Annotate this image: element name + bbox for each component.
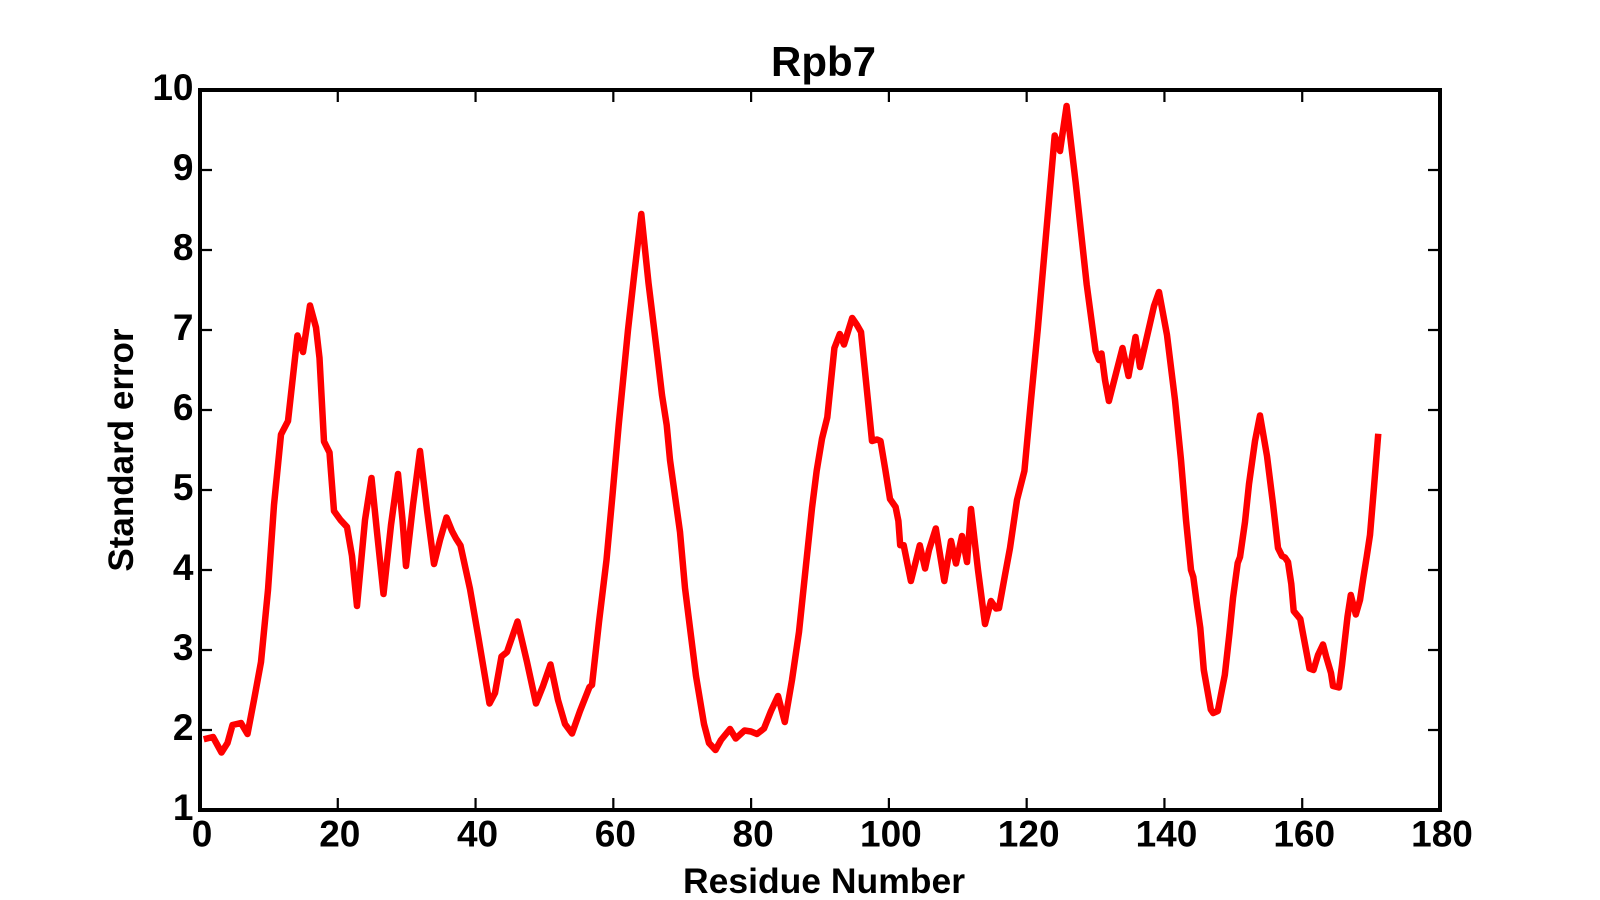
svg-text:9: 9 xyxy=(173,147,194,188)
svg-text:3: 3 xyxy=(173,627,194,668)
svg-text:2: 2 xyxy=(173,707,194,748)
svg-text:20: 20 xyxy=(319,814,360,855)
svg-text:60: 60 xyxy=(595,814,636,855)
svg-text:5: 5 xyxy=(173,467,194,508)
svg-text:160: 160 xyxy=(1273,814,1335,855)
svg-text:100: 100 xyxy=(860,814,922,855)
svg-text:80: 80 xyxy=(733,814,774,855)
svg-text:7: 7 xyxy=(173,307,194,348)
svg-text:Standard error: Standard error xyxy=(102,328,141,571)
svg-text:Rpb7: Rpb7 xyxy=(771,38,876,85)
svg-text:10: 10 xyxy=(152,67,193,108)
svg-text:180: 180 xyxy=(1411,814,1473,855)
svg-text:Residue Number: Residue Number xyxy=(683,861,965,900)
svg-text:8: 8 xyxy=(173,227,194,268)
svg-text:1: 1 xyxy=(173,787,194,828)
svg-text:0: 0 xyxy=(192,814,213,855)
svg-text:4: 4 xyxy=(173,547,194,588)
svg-text:6: 6 xyxy=(173,387,194,428)
svg-text:40: 40 xyxy=(457,814,498,855)
svg-text:120: 120 xyxy=(998,814,1060,855)
svg-text:140: 140 xyxy=(1136,814,1198,855)
